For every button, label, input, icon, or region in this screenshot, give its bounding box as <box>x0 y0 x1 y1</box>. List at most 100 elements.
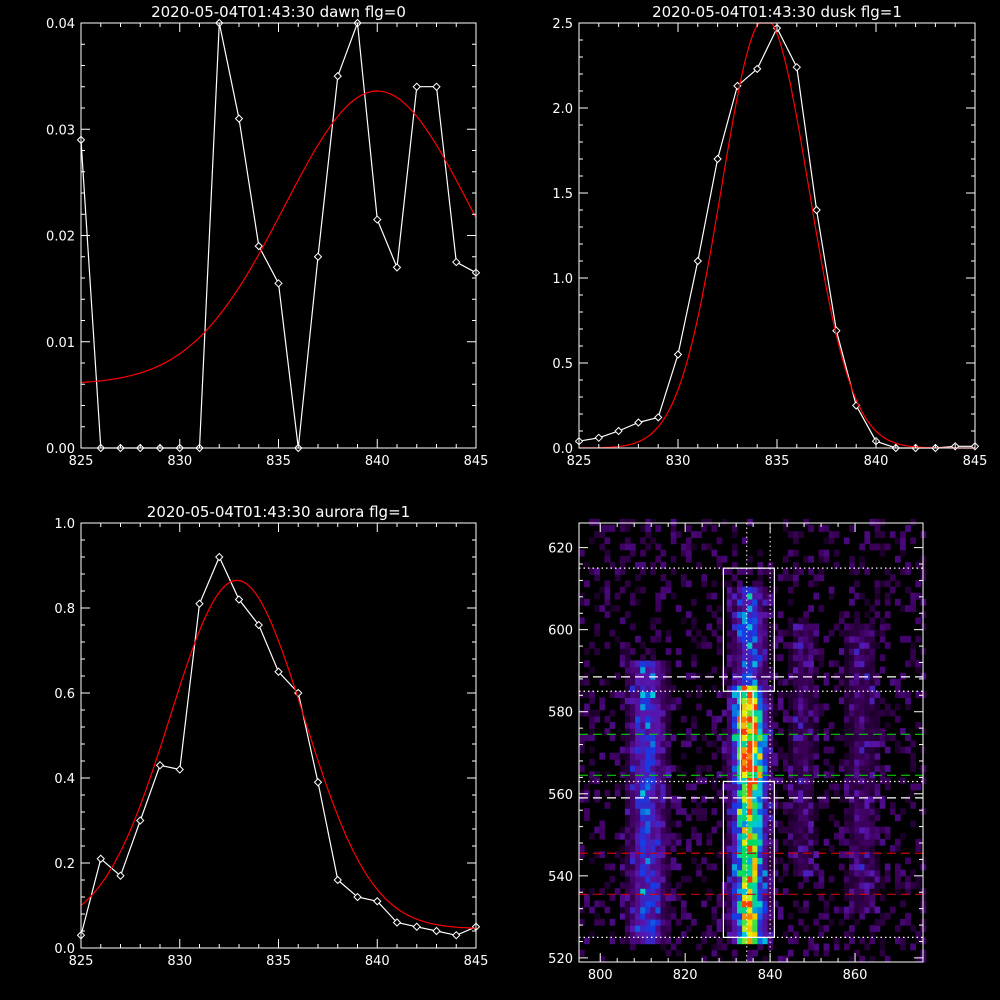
heatmap-cell <box>711 685 718 692</box>
heatmap-cell <box>619 845 626 852</box>
heatmap-cell <box>635 802 641 809</box>
heatmap-cell <box>742 937 748 945</box>
heatmap-cell <box>782 715 789 723</box>
heatmap-cell <box>762 882 769 889</box>
heatmap-cell <box>864 703 871 711</box>
heatmap-cell <box>696 746 702 754</box>
heatmap-cell <box>650 826 656 834</box>
heatmap-cell <box>655 882 662 889</box>
heatmap-cell <box>859 715 865 723</box>
heatmap-cell <box>787 765 794 772</box>
heatmap-cell <box>630 875 636 883</box>
data-point <box>313 778 323 787</box>
heatmap-cell <box>813 832 820 840</box>
heatmap-cell <box>599 752 606 760</box>
heatmap-cell <box>854 728 860 735</box>
heatmap-cell <box>823 746 830 754</box>
heatmap-cell <box>762 875 769 883</box>
heatmap-cell <box>884 580 891 588</box>
x-tick-label: 845 <box>963 454 988 469</box>
heatmap-cell <box>884 777 891 785</box>
heatmap-cell <box>844 814 850 822</box>
heatmap-cell <box>813 746 820 754</box>
heatmap-cell <box>777 857 784 865</box>
heatmap-cell <box>660 765 667 772</box>
heatmap-cell <box>808 814 814 822</box>
heatmap-cell <box>777 728 784 735</box>
data-point <box>693 256 703 266</box>
heatmap-cell <box>808 642 814 649</box>
heatmap-cell <box>645 697 651 705</box>
heatmap-cell <box>849 937 855 945</box>
heatmap-cell <box>655 857 662 865</box>
heatmap-cell <box>660 937 667 945</box>
heatmap-cell <box>793 537 799 545</box>
heatmap-cell <box>798 795 804 803</box>
heatmap-cell <box>828 783 835 791</box>
heatmap-cell <box>879 728 886 735</box>
heatmap-cell <box>752 752 758 760</box>
heatmap-cell <box>630 685 636 692</box>
heatmap-cell <box>737 678 743 686</box>
heatmap-cell <box>665 580 672 588</box>
heatmap-cell <box>874 888 881 895</box>
heatmap-cell <box>640 789 646 797</box>
heatmap-cell <box>844 537 850 545</box>
heatmap-cell <box>609 863 616 871</box>
heatmap-cell <box>630 728 636 735</box>
x-tick-label: 825 <box>567 454 592 469</box>
heatmap-cell <box>782 955 789 963</box>
heatmap-cell <box>604 586 611 594</box>
heatmap-cell <box>675 648 682 655</box>
heatmap-cell <box>828 894 835 902</box>
heatmap-cell <box>747 777 753 785</box>
heatmap-cell <box>650 672 656 680</box>
heatmap-cell <box>635 906 641 914</box>
heatmap-cell <box>737 937 743 945</box>
heatmap-cell <box>635 734 641 742</box>
heatmap-cell <box>752 795 758 803</box>
heatmap-cell <box>798 709 804 717</box>
heatmap-cell <box>742 808 748 815</box>
heatmap-cell <box>701 574 707 582</box>
heatmap-cell <box>655 722 662 729</box>
heatmap-cell <box>762 691 769 698</box>
heatmap-cell <box>721 802 728 809</box>
heatmap-cell <box>915 592 922 600</box>
heatmap-cell <box>793 826 799 834</box>
heatmap-cell <box>854 648 860 655</box>
heatmap-cell <box>731 678 738 686</box>
heatmap-cell <box>731 740 738 748</box>
heatmap-cell <box>762 678 769 686</box>
heatmap-cell <box>630 752 636 760</box>
heatmap-cell <box>849 660 855 668</box>
heatmap-cell <box>721 925 728 932</box>
heatmap-cell <box>619 882 626 889</box>
heatmap-cell <box>854 623 860 631</box>
heatmap-cell <box>711 752 718 760</box>
data-point <box>634 418 643 427</box>
heatmap-cell <box>645 912 651 920</box>
heatmap-cell <box>660 746 667 754</box>
heatmap-cell <box>859 543 865 551</box>
heatmap-cell <box>645 543 651 551</box>
heatmap-cell <box>599 888 606 895</box>
heatmap-cell <box>798 678 804 686</box>
heatmap-cell <box>650 875 656 883</box>
heatmap-cell <box>859 648 865 655</box>
heatmap-cell <box>833 832 840 840</box>
heatmap-cell <box>803 654 809 662</box>
heatmap-cell <box>752 617 758 625</box>
heatmap-cell <box>711 629 718 637</box>
heatmap-cell <box>731 918 738 926</box>
heatmap-cell <box>757 746 764 754</box>
heatmap-cell <box>884 746 891 754</box>
heatmap-cell <box>640 672 646 680</box>
heatmap-cell <box>675 531 682 538</box>
heatmap-cell <box>798 820 804 828</box>
heatmap-cell <box>747 857 753 865</box>
heatmap-cell <box>630 722 636 729</box>
heatmap-cell <box>747 722 753 729</box>
heatmap-cell <box>854 789 860 797</box>
heatmap-cell <box>757 931 764 938</box>
